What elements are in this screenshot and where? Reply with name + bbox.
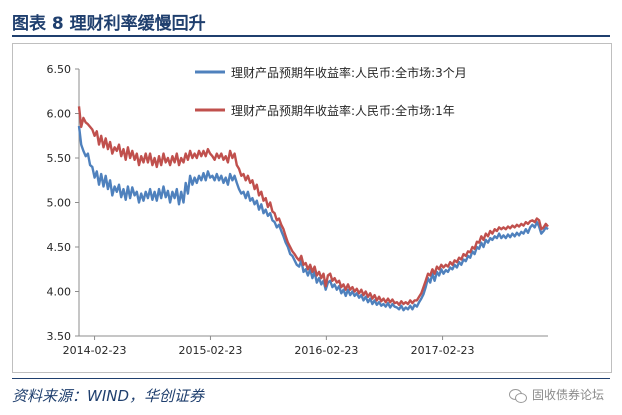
y-tick-label: 4.00	[47, 286, 72, 299]
figure-header: 图表 8 理财利率缓慢回升	[12, 4, 610, 37]
chart-frame: 3.50 4.00 4.50 5.00 5.50 6.00 6.50 2014-02-23 20…	[12, 43, 612, 373]
series-line-1	[77, 125, 549, 312]
watermark: 固收债券论坛	[508, 386, 604, 403]
figure-title: 图表 8 理财利率缓慢回升	[12, 14, 206, 34]
watermark-text: 固收债券论坛	[531, 388, 604, 402]
header-rule	[12, 35, 610, 37]
x-tick-label: 2014-02-23	[63, 344, 127, 357]
wechat-icon	[508, 388, 527, 403]
y-tick-label: 6.50	[47, 63, 72, 76]
footer-rule	[12, 378, 610, 379]
y-tick-label: 5.00	[47, 197, 72, 210]
y-tick-label: 6.00	[47, 108, 72, 121]
x-tick-label: 2017-02-23	[411, 344, 475, 357]
x-tick-label: 2015-02-23	[178, 344, 242, 357]
legend-label: 理财产品预期年收益率:人民币:全市场:1年	[231, 103, 455, 118]
legend-label: 理财产品预期年收益率:人民币:全市场:3个月	[231, 65, 467, 80]
y-tick-label: 5.50	[47, 152, 72, 165]
source-note: 资料来源：WIND，华创证券	[12, 387, 205, 405]
y-tick-label: 4.50	[47, 241, 72, 254]
line-chart: 3.50 4.00 4.50 5.00 5.50 6.00 6.50 2014-02-23 20…	[47, 63, 549, 357]
x-tick-label: 2016-02-23	[294, 344, 358, 357]
series-line-2	[77, 106, 549, 306]
y-tick-label: 3.50	[47, 330, 72, 343]
